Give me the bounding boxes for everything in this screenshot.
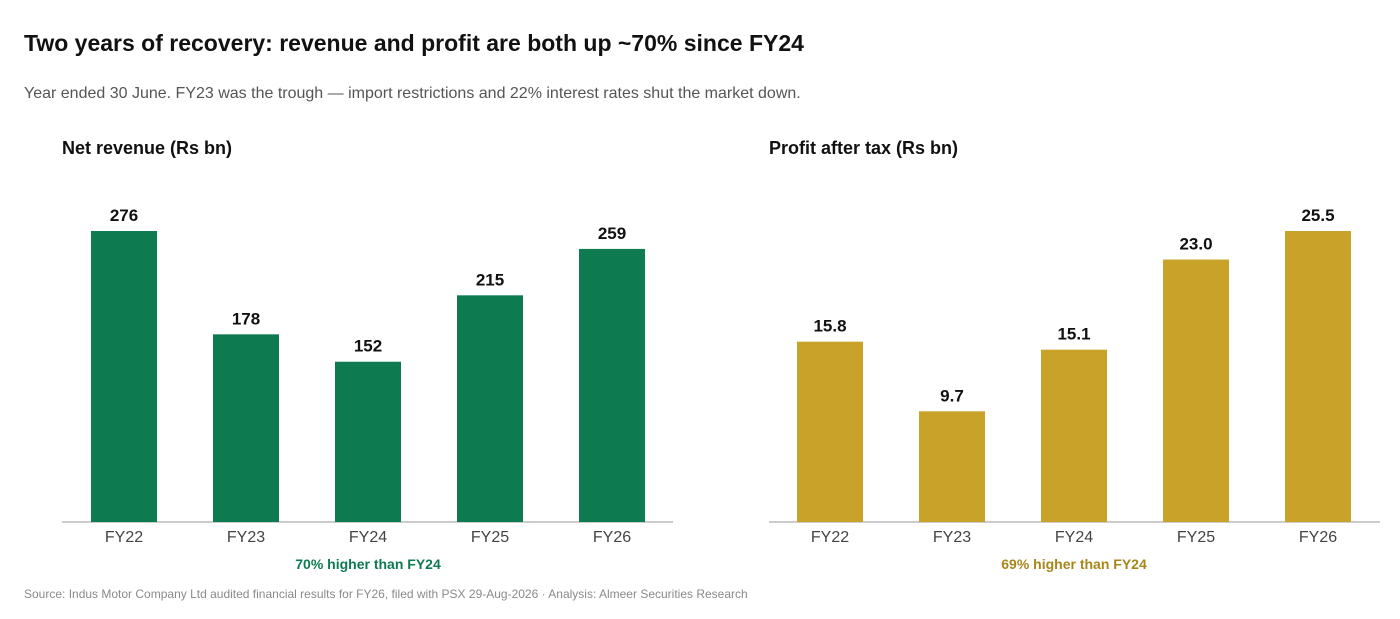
profit-after-tax-value-label-fy26: 25.5 (1301, 206, 1334, 225)
net-revenue-bar-fy23 (213, 334, 279, 522)
net-revenue-tick-label-fy22: FY22 (105, 529, 143, 546)
net-revenue-tick-label-fy26: FY26 (593, 529, 631, 546)
profit-after-tax-value-label-fy25: 23.0 (1179, 235, 1212, 254)
net-revenue-tick-label-fy24: FY24 (349, 529, 387, 546)
profit-after-tax-annotation: 69% higher than FY24 (1001, 556, 1147, 572)
profit-after-tax-chart: Profit after tax (Rs bn) 15.8 FY22 9.7 FY23… (769, 138, 1380, 572)
net-revenue-bar-fy22 (91, 231, 157, 522)
net-revenue-tick-label-fy25: FY25 (471, 529, 509, 546)
profit-after-tax-bar-fy22 (797, 341, 863, 522)
net-revenue-tick-label-fy23: FY23 (227, 529, 265, 546)
profit-after-tax-bar-fy26 (1285, 231, 1351, 522)
profit-after-tax-bar-fy23 (919, 411, 985, 522)
profit-after-tax-tick-label-fy22: FY22 (811, 529, 849, 546)
net-revenue-value-label-fy22: 276 (110, 206, 138, 225)
profit-after-tax-bar-fy24 (1041, 349, 1107, 522)
net-revenue-value-label-fy25: 215 (476, 270, 504, 289)
profit-after-tax-value-label-fy22: 15.8 (813, 317, 846, 336)
net-revenue-bar-fy25 (457, 295, 523, 522)
net-revenue-bar-fy26 (579, 248, 645, 522)
profit-after-tax-chart-title: Profit after tax (Rs bn) (769, 138, 958, 158)
page-title: Two years of recovery: revenue and profi… (24, 30, 804, 56)
profit-after-tax-bar-fy25 (1163, 259, 1229, 522)
page-subtitle: Year ended 30 June. FY23 was the trough … (24, 85, 801, 102)
net-revenue-bar-fy24 (335, 361, 401, 522)
profit-after-tax-tick-label-fy23: FY23 (933, 529, 971, 546)
net-revenue-annotation: 70% higher than FY24 (295, 556, 441, 572)
profit-after-tax-tick-label-fy24: FY24 (1055, 529, 1093, 546)
profit-after-tax-value-label-fy24: 15.1 (1057, 325, 1090, 344)
net-revenue-value-label-fy26: 259 (598, 224, 626, 243)
net-revenue-chart-title: Net revenue (Rs bn) (62, 138, 232, 158)
source-note: Source: Indus Motor Company Ltd audited … (24, 587, 748, 601)
profit-after-tax-value-label-fy23: 9.7 (940, 386, 964, 405)
profit-after-tax-tick-label-fy26: FY26 (1299, 529, 1337, 546)
net-revenue-chart: Net revenue (Rs bn) 276 FY22 178 FY23 152 FY2… (62, 138, 673, 572)
net-revenue-value-label-fy23: 178 (232, 309, 260, 328)
profit-after-tax-tick-label-fy25: FY25 (1177, 529, 1215, 546)
net-revenue-value-label-fy24: 152 (354, 337, 382, 356)
